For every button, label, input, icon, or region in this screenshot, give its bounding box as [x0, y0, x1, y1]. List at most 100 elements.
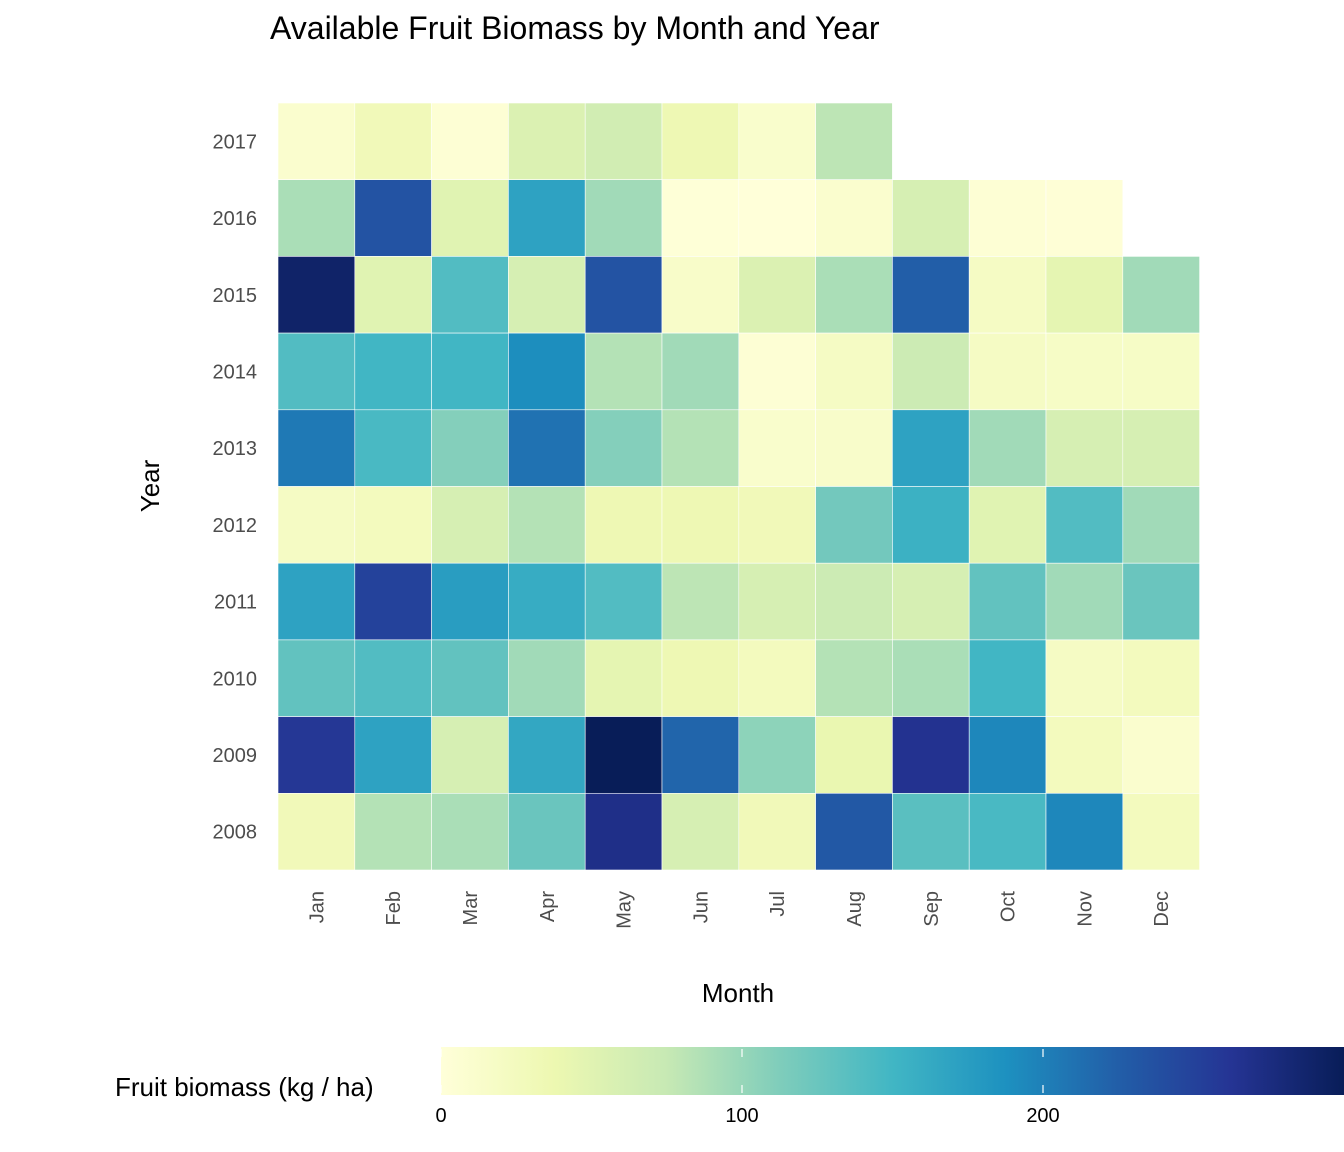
- heatmap-cell: [584, 792, 663, 871]
- heatmap-cell: [738, 332, 816, 411]
- heatmap-cell: [1045, 792, 1124, 871]
- legend-tick-label: 0: [435, 1105, 446, 1127]
- heatmap-tiles: [277, 102, 1200, 871]
- heatmap-cell: [584, 102, 663, 180]
- heatmap-cell: [815, 179, 893, 257]
- heatmap-cell: [1122, 792, 1200, 871]
- heatmap-cell: [508, 256, 586, 334]
- heatmap-cell: [1122, 409, 1200, 487]
- x-tick-label: Jun: [690, 891, 712, 923]
- heatmap-cell: [815, 409, 893, 487]
- heatmap-cell: [815, 332, 893, 411]
- heatmap-cell: [968, 179, 1047, 257]
- y-tick-label: 2013: [213, 438, 258, 460]
- heatmap-cell: [431, 792, 509, 871]
- heatmap-cell: [431, 256, 509, 334]
- chart-title: Available Fruit Biomass by Month and Yea…: [270, 10, 880, 46]
- x-axis-title: Month: [702, 978, 774, 1008]
- heatmap-cell: [892, 332, 970, 411]
- heatmap-cell: [277, 409, 356, 487]
- y-tick-label: 2009: [213, 745, 258, 767]
- heatmap-cell: [584, 256, 663, 334]
- heatmap-cell: [508, 792, 586, 871]
- heatmap-cell: [738, 639, 816, 717]
- x-tick-label: Oct: [998, 891, 1020, 923]
- y-tick-label: 2011: [214, 592, 257, 614]
- heatmap-cell: [277, 102, 356, 180]
- heatmap-cell: [738, 792, 816, 871]
- heatmap-cell: [584, 486, 663, 564]
- heatmap-cell: [431, 486, 509, 564]
- heatmap-cell: [277, 332, 356, 411]
- heatmap-cell: [354, 332, 432, 411]
- heatmap-cell: [892, 486, 970, 564]
- x-tick-label: Jan: [306, 891, 328, 923]
- heatmap-cell: [892, 179, 970, 257]
- heatmap-cell: [354, 102, 432, 180]
- heatmap-cell: [431, 639, 509, 717]
- x-tick-labels: Jan Feb Mar Apr May Jun Jul Aug Sep Oct Nov Dec: [306, 891, 1173, 929]
- heatmap-cell: [1045, 256, 1124, 334]
- heatmap-cell: [508, 562, 586, 641]
- x-tick-label: Feb: [383, 891, 405, 925]
- heatmap-cell: [661, 179, 740, 257]
- heatmap-cell: [815, 716, 893, 794]
- heatmap-cell: [661, 639, 740, 717]
- heatmap-cell: [968, 792, 1047, 871]
- heatmap-cell: [968, 409, 1047, 487]
- x-tick-label: Aug: [844, 891, 866, 927]
- heatmap-cell: [584, 332, 663, 411]
- heatmap-cell: [431, 102, 509, 180]
- heatmap-cell: [738, 102, 816, 180]
- heatmap-cell: [508, 102, 586, 180]
- heatmap-cell: [892, 562, 970, 641]
- heatmap-cell: [277, 486, 356, 564]
- heatmap-cell: [354, 486, 432, 564]
- heatmap-cell: [354, 256, 432, 334]
- y-tick-label: 2010: [213, 668, 258, 690]
- heatmap-cell: [738, 256, 816, 334]
- heatmap-cell: [661, 716, 740, 794]
- heatmap-cell: [1045, 716, 1124, 794]
- heatmap-cell: [815, 256, 893, 334]
- heatmap-cell: [1122, 639, 1200, 717]
- y-tick-labels: 2017 2016 2015 2014 2013 2012 2011 2010 2009 2008: [213, 131, 258, 843]
- heatmap-cell: [815, 639, 893, 717]
- color-legend: Fruit biomass (kg / ha) 0 100 200: [115, 1047, 1344, 1127]
- heatmap-cell: [431, 409, 509, 487]
- heatmap-cell: [584, 716, 663, 794]
- heatmap-cell: [584, 562, 663, 641]
- x-tick-label: May: [614, 891, 636, 929]
- heatmap-cell: [1122, 562, 1200, 641]
- heatmap-cell: [431, 716, 509, 794]
- heatmap-cell: [815, 486, 893, 564]
- heatmap-cell: [431, 562, 509, 641]
- heatmap-cell: [508, 486, 586, 564]
- heatmap-cell: [738, 486, 816, 564]
- heatmap-cell: [968, 332, 1047, 411]
- heatmap-cell: [354, 639, 432, 717]
- heatmap-cell: [968, 639, 1047, 717]
- y-tick-label: 2017: [213, 131, 258, 153]
- heatmap-cell: [508, 179, 586, 257]
- heatmap-cell: [815, 102, 893, 180]
- heatmap-cell: [1045, 562, 1124, 641]
- heatmap-cell: [1045, 639, 1124, 717]
- heatmap-cell: [354, 716, 432, 794]
- heatmap-cell: [738, 409, 816, 487]
- heatmap-cell: [508, 409, 586, 487]
- y-tick-label: 2008: [213, 822, 258, 844]
- heatmap-cell: [354, 409, 432, 487]
- heatmap-cell: [661, 562, 740, 641]
- x-tick-label: Sep: [921, 891, 943, 927]
- legend-title: Fruit biomass (kg / ha): [115, 1072, 374, 1102]
- heatmap-cell: [968, 716, 1047, 794]
- heatmap-cell: [277, 256, 356, 334]
- heatmap-cell: [892, 716, 970, 794]
- heatmap-cell: [1122, 486, 1200, 564]
- legend-tick-label: 200: [1026, 1105, 1059, 1127]
- y-tick-label: 2016: [213, 208, 258, 230]
- heatmap-cell: [354, 179, 432, 257]
- heatmap-cell: [815, 562, 893, 641]
